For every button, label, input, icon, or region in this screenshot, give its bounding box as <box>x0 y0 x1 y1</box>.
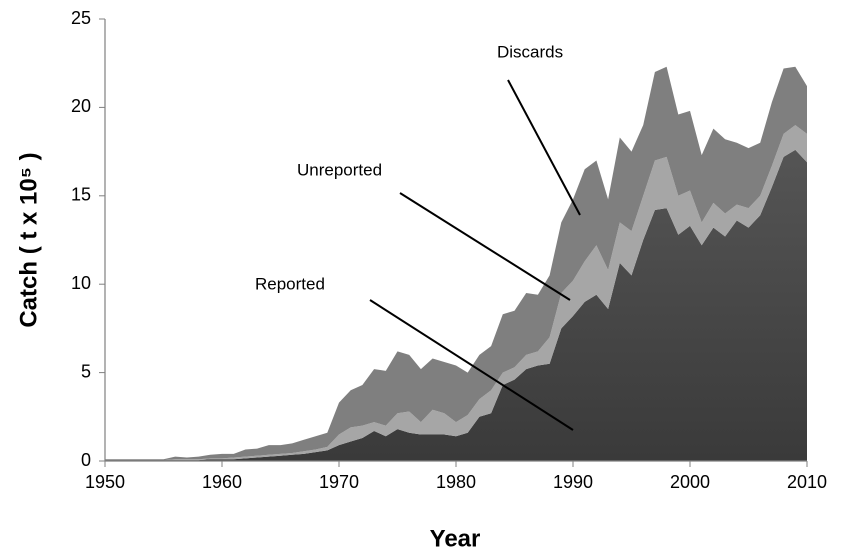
leader-line <box>399 192 571 301</box>
y-tick-label: 15 <box>71 185 91 205</box>
y-tick-label: 25 <box>71 8 91 28</box>
x-tick-label: 2000 <box>670 472 710 492</box>
x-tick-label: 1990 <box>553 472 593 492</box>
leader-line <box>507 79 581 216</box>
x-tick-label: 2010 <box>787 472 827 492</box>
y-tick-label: 20 <box>71 96 91 116</box>
area <box>105 149 807 461</box>
area <box>105 66 807 461</box>
y-tick-label: 5 <box>81 361 91 381</box>
y-axis-title: Catch ( t x 10⁵ ) <box>15 152 42 327</box>
annotation: Unreported <box>297 160 382 179</box>
x-tick-label: 1950 <box>85 472 125 492</box>
y-tick-label: 0 <box>81 450 91 470</box>
x-tick-label: 1960 <box>202 472 242 492</box>
leader-line <box>369 299 574 431</box>
x-axis-title: Year <box>430 525 481 552</box>
annotation: Discards <box>497 42 563 61</box>
y-tick-label: 10 <box>71 273 91 293</box>
x-tick-label: 1980 <box>436 472 476 492</box>
x-tick-label: 1970 <box>319 472 359 492</box>
annotation: Reported <box>255 274 325 293</box>
